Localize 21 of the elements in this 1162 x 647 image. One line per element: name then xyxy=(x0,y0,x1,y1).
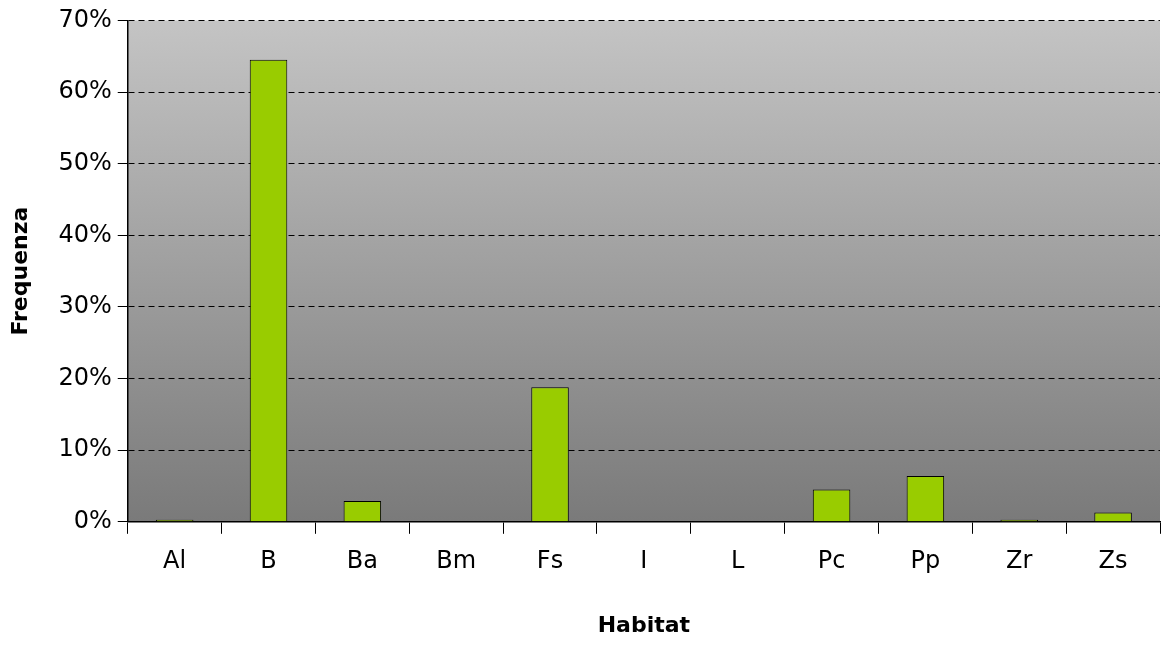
x-tick-label: Zs xyxy=(1098,546,1128,575)
y-tick-label: 0% xyxy=(73,506,112,535)
x-axis-title: Habitat xyxy=(597,611,691,637)
y-tick-label: 20% xyxy=(58,362,112,391)
y-tick-label: 60% xyxy=(58,76,112,105)
x-tick-label: I xyxy=(640,546,648,575)
y-axis-title: Frequenza xyxy=(6,206,32,336)
y-tick-label: 50% xyxy=(58,147,112,176)
y-tick-label: 40% xyxy=(58,219,112,248)
x-tick-label: Pc xyxy=(817,546,846,575)
x-tick-label: Zr xyxy=(1006,546,1033,575)
x-tick-label: Bm xyxy=(436,546,477,575)
x-tick-label: L xyxy=(731,546,746,575)
y-tick-label: 30% xyxy=(58,291,112,320)
x-tick-label: Al xyxy=(163,546,187,575)
y-tick-label: 70% xyxy=(58,4,112,33)
x-tick-label: Ba xyxy=(346,546,378,575)
x-tick-label: Fs xyxy=(536,546,564,575)
x-tick-label: B xyxy=(260,546,277,575)
x-tick-label: Pp xyxy=(910,546,941,575)
y-tick-label: 10% xyxy=(58,434,112,463)
